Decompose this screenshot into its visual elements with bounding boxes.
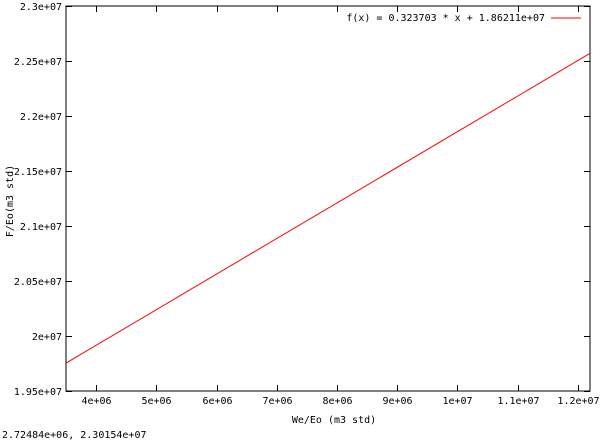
y-tick-label: 2.15e+07	[14, 167, 62, 178]
x-tick-label: 1e+07	[442, 396, 472, 407]
x-tick-label: 1.1e+07	[497, 396, 539, 407]
y-tick-label: 1.95e+07	[14, 387, 62, 398]
y-tick-label: 2e+07	[32, 332, 62, 343]
x-axis-label: We/Eo (m3 std)	[292, 415, 376, 426]
x-tick-label: 5e+06	[141, 396, 171, 407]
y-tick-label: 2.1e+07	[20, 222, 62, 233]
x-tick-label: 7e+06	[262, 396, 292, 407]
y-tick-label: 2.2e+07	[20, 112, 62, 123]
coordinate-readout: 2.72484e+06, 2.30154e+07	[2, 430, 147, 441]
plot-border	[65, 5, 591, 392]
x-tick-label: 1.2e+07	[557, 396, 599, 407]
x-tick-label: 9e+06	[382, 396, 412, 407]
y-tick-label: 2.05e+07	[14, 277, 62, 288]
series-line	[65, 52, 591, 364]
y-tick-label: 2.3e+07	[20, 2, 62, 13]
y-axis-label: F/Eo(m3 std)	[5, 165, 16, 237]
legend-entry-label: f(x) = 0.323703 * x + 1.86211e+07	[346, 13, 545, 24]
y-tick-label: 2.25e+07	[14, 57, 62, 68]
x-tick-label: 4e+06	[81, 396, 111, 407]
x-tick-label: 8e+06	[322, 396, 352, 407]
x-tick-label: 6e+06	[202, 396, 232, 407]
